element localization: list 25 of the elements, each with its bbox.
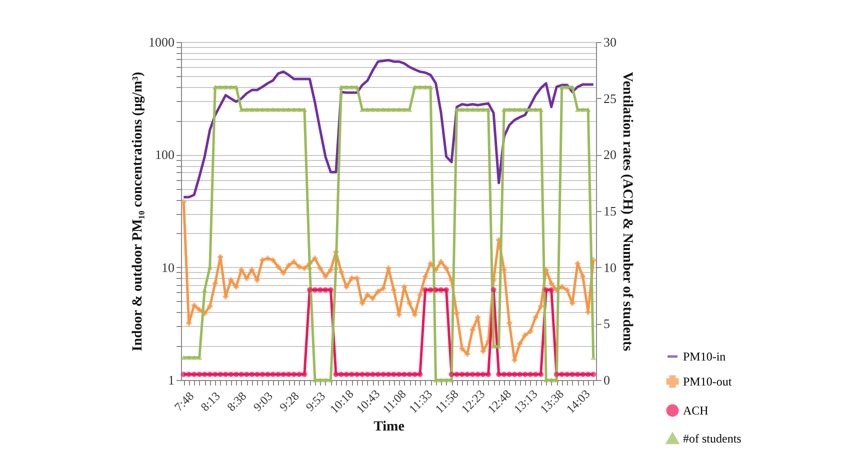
x-tick-label: 8:13	[198, 389, 223, 414]
legend-label: PM10-in	[683, 350, 726, 364]
y-axis-title: Indoor & outdoor PM₁₀ concentrations (μg/m³)	[130, 71, 146, 352]
y2-tick-label: 15	[604, 204, 616, 218]
x-tick-label: 7:48	[172, 389, 197, 414]
y2-tick-label: 0	[604, 372, 610, 388]
x-tick-label: 9:03	[250, 389, 276, 414]
y2-tick-label: 20	[604, 147, 616, 162]
legend-label: PM10-out	[683, 374, 732, 388]
x-tick-label: 9:28	[276, 389, 302, 414]
y-tick-label: 10	[162, 260, 174, 275]
x-tick-label: 8:38	[224, 389, 250, 414]
legend-label: ACH	[683, 404, 709, 418]
x-tick-label: 9:53	[302, 389, 328, 414]
y2-tick-label: 30	[604, 34, 616, 50]
y2-tick-label: 10	[604, 260, 616, 275]
line-series	[182, 58, 595, 198]
y-tick-label: 1000	[148, 34, 174, 50]
y-tick-label: 100	[155, 147, 174, 162]
x-axis-title: Time	[374, 419, 404, 434]
y-tick-label: 1	[168, 372, 174, 388]
y2-tick-label: 5	[604, 316, 610, 332]
y2-tick-label: 25	[604, 90, 616, 106]
y2-axis-title: Ventilation rates (ACH) & Number of students	[620, 72, 634, 352]
legend-label: #of students	[683, 432, 742, 446]
